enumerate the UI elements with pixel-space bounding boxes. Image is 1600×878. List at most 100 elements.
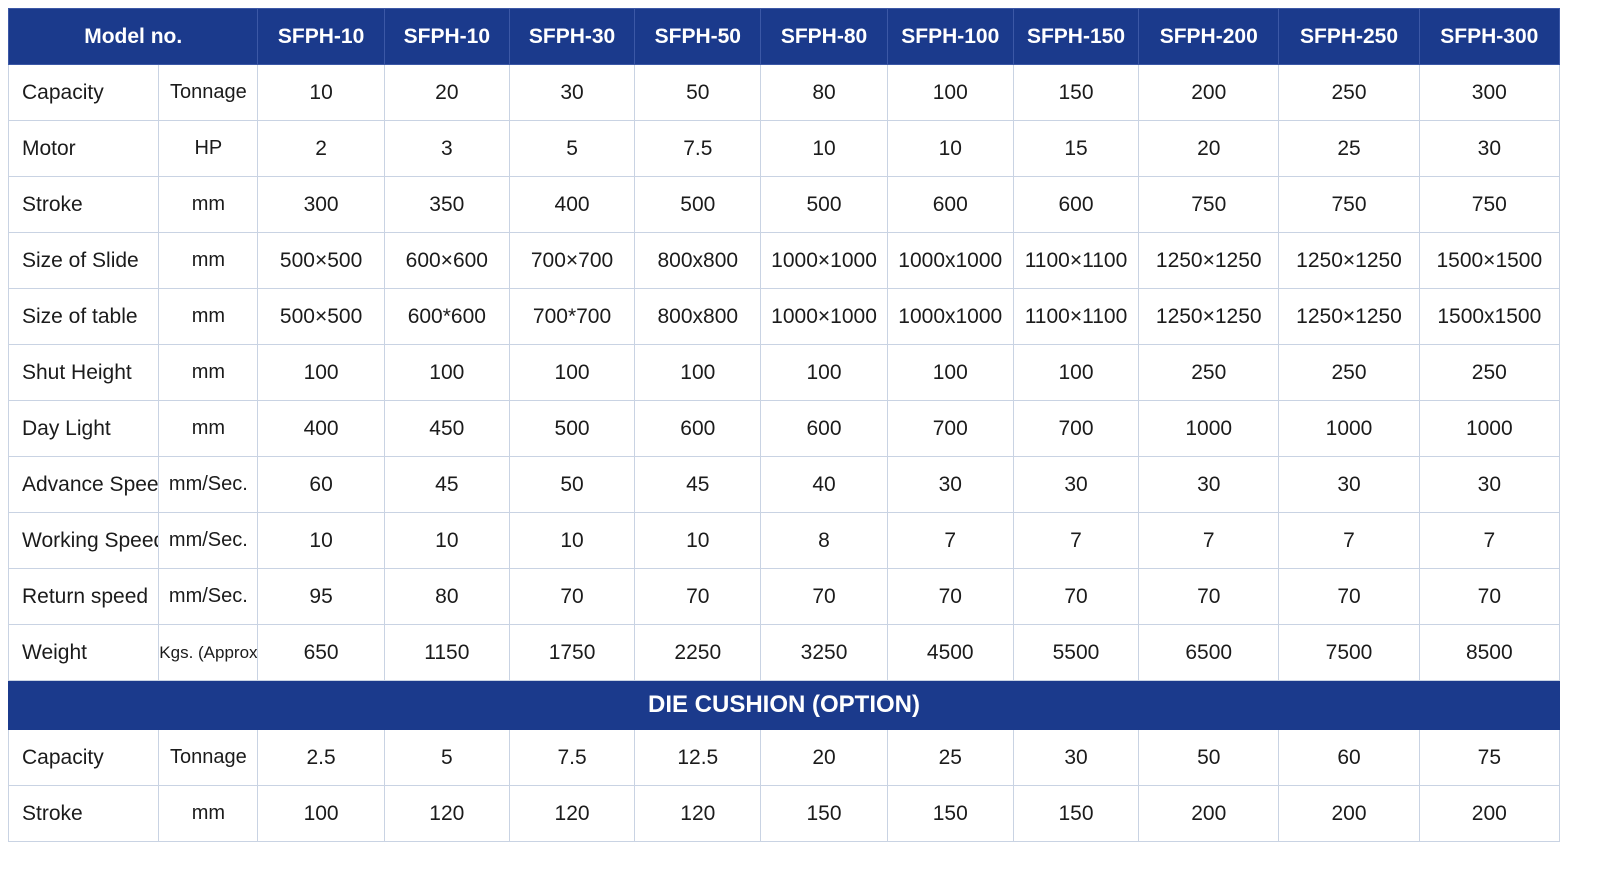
- value-cell: 100: [257, 344, 385, 401]
- value-cell: 500: [508, 400, 636, 457]
- spec-row: Return speed mm/Sec. 95 80 70 70 70 70 70 70 70 70: [7, 568, 1561, 625]
- value-cell: 7: [1418, 512, 1561, 569]
- model-header: SFPH-80: [760, 8, 888, 65]
- value-cell: 30: [1278, 456, 1420, 513]
- spec-row: Shut Height mm 100 100 100 100 100 100 100 250 250…: [7, 344, 1561, 401]
- value-cell: 100: [886, 64, 1014, 121]
- value-cell: 15: [1012, 120, 1140, 177]
- value-cell: 450: [383, 400, 510, 457]
- value-cell: 100: [886, 344, 1014, 401]
- die-cushion-row: Capacity Tonnage 2.5 5 7.5 12.5 20 25 30 50 60 75: [7, 729, 1561, 786]
- value-cell: 700×700: [508, 232, 636, 289]
- value-cell: 45: [634, 456, 762, 513]
- value-cell: 400: [257, 400, 385, 457]
- value-cell: 7: [1138, 512, 1280, 569]
- value-cell: 200: [1418, 785, 1561, 842]
- value-cell: 800x800: [634, 232, 762, 289]
- value-cell: 70: [634, 568, 762, 625]
- value-cell: 350: [383, 176, 510, 233]
- value-cell: 25: [1278, 120, 1420, 177]
- value-cell: 1150: [383, 624, 510, 681]
- value-cell: 600: [760, 400, 888, 457]
- value-cell: 150: [886, 785, 1014, 842]
- value-cell: 650: [257, 624, 385, 681]
- value-cell: 100: [1012, 344, 1140, 401]
- value-cell: 20: [1138, 120, 1280, 177]
- value-cell: 10: [257, 512, 385, 569]
- value-cell: 150: [760, 785, 888, 842]
- value-cell: 4500: [886, 624, 1014, 681]
- row-unit: mm: [158, 344, 259, 401]
- row-label: Motor: [7, 120, 160, 177]
- value-cell: 1000: [1138, 400, 1280, 457]
- value-cell: 1750: [508, 624, 636, 681]
- value-cell: 1000×1000: [760, 288, 888, 345]
- row-label: Advance Speed: [7, 456, 160, 513]
- row-label: Weight: [7, 624, 160, 681]
- value-cell: 120: [383, 785, 510, 842]
- value-cell: 7: [1012, 512, 1140, 569]
- value-cell: 6500: [1138, 624, 1280, 681]
- value-cell: 8500: [1418, 624, 1561, 681]
- value-cell: 70: [1012, 568, 1140, 625]
- value-cell: 400: [508, 176, 636, 233]
- value-cell: 70: [1138, 568, 1280, 625]
- spec-body: Capacity Tonnage 10 20 30 50 80 100 150 200 250 300…: [7, 64, 1561, 842]
- value-cell: 120: [508, 785, 636, 842]
- value-cell: 12.5: [634, 729, 762, 786]
- value-cell: 40: [760, 456, 888, 513]
- value-cell: 1000x1000: [886, 232, 1014, 289]
- row-label: Working Speed: [7, 512, 160, 569]
- value-cell: 1000x1000: [886, 288, 1014, 345]
- value-cell: 5: [383, 729, 510, 786]
- value-cell: 500: [760, 176, 888, 233]
- value-cell: 700: [1012, 400, 1140, 457]
- value-cell: 600×600: [383, 232, 510, 289]
- row-label: Shut Height: [7, 344, 160, 401]
- spec-table: Model no. SFPH-10 SFPH-10 SFPH-30 SFPH-5…: [7, 8, 1561, 842]
- value-cell: 600: [634, 400, 762, 457]
- spec-row: Working Speed mm/Sec. 10 10 10 10 8 7 7 7 7 7: [7, 512, 1561, 569]
- value-cell: 70: [508, 568, 636, 625]
- value-cell: 30: [508, 64, 636, 121]
- value-cell: 1500x1500: [1418, 288, 1561, 345]
- value-cell: 1100×1100: [1012, 288, 1140, 345]
- value-cell: 750: [1278, 176, 1420, 233]
- value-cell: 1250×1250: [1278, 288, 1420, 345]
- spec-row: Stroke mm 300 350 400 500 500 600 600 750 750 750: [7, 176, 1561, 233]
- value-cell: 500×500: [257, 232, 385, 289]
- value-cell: 1250×1250: [1278, 232, 1420, 289]
- model-header: SFPH-250: [1278, 8, 1420, 65]
- value-cell: 500: [634, 176, 762, 233]
- model-header: SFPH-300: [1418, 8, 1561, 65]
- value-cell: 60: [1278, 729, 1420, 786]
- value-cell: 30: [1418, 456, 1561, 513]
- row-label: Size of table: [7, 288, 160, 345]
- value-cell: 70: [886, 568, 1014, 625]
- value-cell: 100: [257, 785, 385, 842]
- model-label: Model no.: [7, 8, 259, 65]
- spec-row: Advance Speed mm/Sec. 60 45 50 45 40 30 30 30 30 30: [7, 456, 1561, 513]
- value-cell: 600*600: [383, 288, 510, 345]
- value-cell: 750: [1418, 176, 1561, 233]
- value-cell: 95: [257, 568, 385, 625]
- model-header: SFPH-150: [1012, 8, 1140, 65]
- value-cell: 300: [257, 176, 385, 233]
- value-cell: 7: [886, 512, 1014, 569]
- row-unit: Kgs. (Approx): [158, 624, 259, 681]
- row-unit: mm/Sec.: [158, 568, 259, 625]
- die-cushion-section: DIE CUSHION (OPTION): [8, 680, 1560, 730]
- row-unit: HP: [158, 120, 259, 177]
- die-cushion-title: DIE CUSHION (OPTION): [8, 680, 1560, 730]
- model-header: SFPH-200: [1138, 8, 1280, 65]
- value-cell: 5500: [1012, 624, 1140, 681]
- model-header: SFPH-100: [886, 8, 1014, 65]
- value-cell: 250: [1278, 344, 1420, 401]
- row-label: Stroke: [7, 176, 160, 233]
- value-cell: 600: [1012, 176, 1140, 233]
- value-cell: 1250×1250: [1138, 232, 1280, 289]
- value-cell: 70: [1278, 568, 1420, 625]
- row-unit: mm: [158, 176, 259, 233]
- row-unit: mm: [158, 232, 259, 289]
- value-cell: 750: [1138, 176, 1280, 233]
